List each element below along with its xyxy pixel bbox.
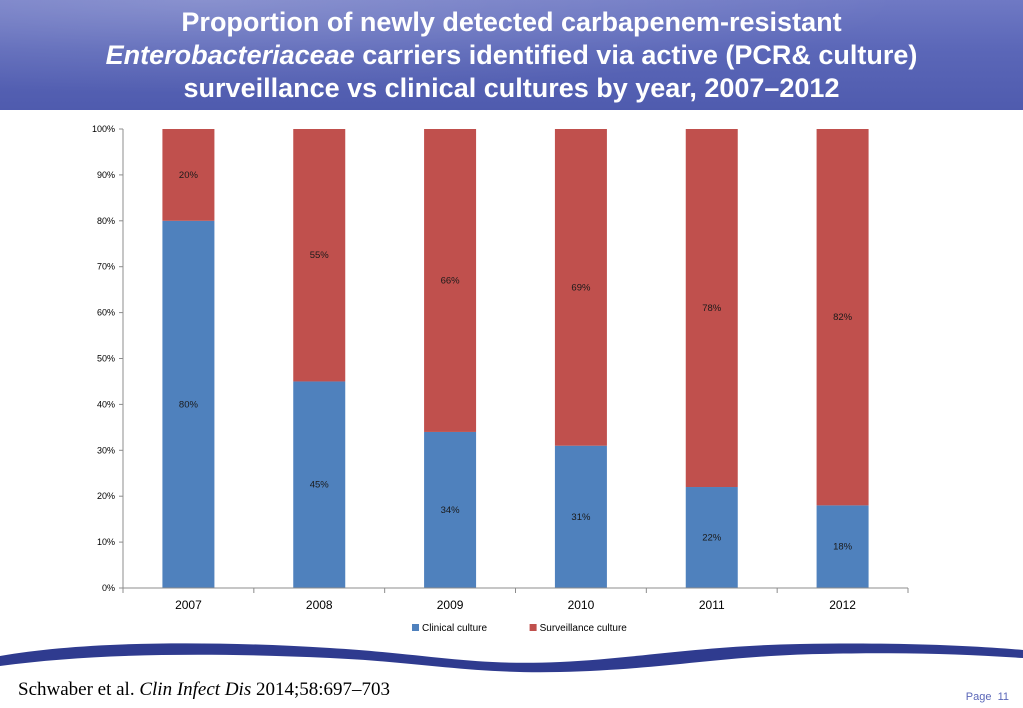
data-label-clinical-culture-2007: 80% bbox=[179, 399, 199, 410]
data-label-clinical-culture-2011: 22% bbox=[702, 533, 722, 544]
wave-shape bbox=[0, 643, 1023, 673]
data-label-surveillance-culture-2007: 20% bbox=[179, 170, 199, 181]
x-category-label: 2007 bbox=[175, 598, 202, 612]
footer-wave bbox=[0, 643, 1023, 673]
bars-layer bbox=[162, 129, 869, 589]
citation-authors: Schwaber et al. bbox=[18, 679, 140, 700]
x-category-label: 2010 bbox=[568, 598, 595, 612]
data-label-clinical-culture-2010: 31% bbox=[571, 512, 591, 523]
data-label-clinical-culture-2008: 45% bbox=[310, 480, 330, 491]
labels-layer: 80% 20% 45% 55% 34% 66% 31% 69% 22% 78% 18% 82% bbox=[179, 170, 853, 553]
legend-label-surveillance-culture: Surveillance culture bbox=[540, 623, 628, 634]
chart-legend: Clinical culture Surveillance culture bbox=[412, 623, 627, 634]
page-label: Page bbox=[965, 691, 992, 703]
bar-clinical-culture-2010 bbox=[554, 445, 607, 588]
data-label-clinical-culture-2009: 34% bbox=[441, 505, 461, 516]
title-line-2: carriers identified via active (PCR& cul… bbox=[354, 40, 918, 70]
page-number-value: 11 bbox=[997, 691, 1009, 703]
data-label-surveillance-culture-2009: 66% bbox=[441, 275, 461, 286]
y-tick-label: 80% bbox=[97, 216, 115, 226]
y-tick-label: 100% bbox=[92, 124, 115, 134]
x-category-label: 2008 bbox=[306, 598, 333, 612]
y-tick-label: 20% bbox=[97, 491, 115, 501]
data-label-clinical-culture-2012: 18% bbox=[833, 542, 853, 553]
banner-gloss bbox=[0, 0, 1023, 110]
y-tick-label: 30% bbox=[97, 445, 115, 455]
bar-surveillance-culture-2010 bbox=[554, 129, 607, 446]
x-category-label: 2011 bbox=[699, 598, 725, 612]
axis-layer: 0% 10% 20% 30% 40% 50% 60% 70% 80% 90% 100% 2007 200… bbox=[92, 124, 909, 612]
title-line-3: surveillance vs clinical cultures by yea… bbox=[183, 73, 840, 103]
x-category-label: 2012 bbox=[829, 598, 856, 612]
bar-clinical-culture-2012 bbox=[816, 505, 869, 588]
title-italic-organism: Enterobacteriaceae bbox=[105, 40, 355, 70]
legend-swatch-surveillance-culture bbox=[529, 624, 537, 631]
bar-surveillance-culture-2011 bbox=[685, 129, 738, 488]
legend-label-clinical-culture: Clinical culture bbox=[422, 623, 487, 634]
slide-title: Proportion of newly detected carbapenem-… bbox=[20, 6, 1003, 105]
data-label-surveillance-culture-2010: 69% bbox=[571, 282, 591, 293]
citation-reference: 2014;58:697–703 bbox=[251, 679, 391, 700]
bar-surveillance-culture-2009 bbox=[424, 129, 477, 432]
y-tick-label: 10% bbox=[97, 537, 115, 547]
bar-clinical-culture-2008 bbox=[293, 381, 346, 588]
y-tick-label: 60% bbox=[97, 308, 115, 318]
y-tick-label: 90% bbox=[97, 170, 115, 180]
y-tick-label: 40% bbox=[97, 399, 115, 409]
data-label-surveillance-culture-2011: 78% bbox=[702, 303, 722, 314]
bar-clinical-culture-2007 bbox=[162, 220, 215, 589]
title-line-1: Proportion of newly detected carbapenem-… bbox=[181, 7, 842, 37]
bar-surveillance-culture-2008 bbox=[293, 129, 346, 382]
bar-surveillance-culture-2012 bbox=[816, 129, 869, 506]
data-label-surveillance-culture-2008: 55% bbox=[310, 250, 330, 261]
legend-swatch-clinical-culture bbox=[412, 624, 419, 631]
bar-clinical-culture-2009 bbox=[424, 431, 477, 588]
y-tick-label: 70% bbox=[97, 262, 115, 272]
citation-journal: Clin Infect Dis bbox=[139, 679, 252, 700]
title-banner: Proportion of newly detected carbapenem-… bbox=[0, 0, 1023, 110]
stacked-bar-chart: 0% 10% 20% 30% 40% 50% 60% 70% 80% 90% 100% 2007 200… bbox=[92, 124, 909, 634]
data-label-surveillance-culture-2012: 82% bbox=[833, 312, 853, 323]
y-tick-label: 50% bbox=[97, 354, 115, 364]
bar-surveillance-culture-2007 bbox=[162, 129, 215, 221]
x-category-label: 2009 bbox=[437, 598, 464, 612]
page-number: Page 11 bbox=[966, 691, 1009, 703]
citation: Schwaber et al. Clin Infect Dis 2014;58:… bbox=[18, 679, 390, 701]
y-tick-label: 0% bbox=[102, 583, 115, 593]
bar-clinical-culture-2011 bbox=[685, 487, 738, 588]
